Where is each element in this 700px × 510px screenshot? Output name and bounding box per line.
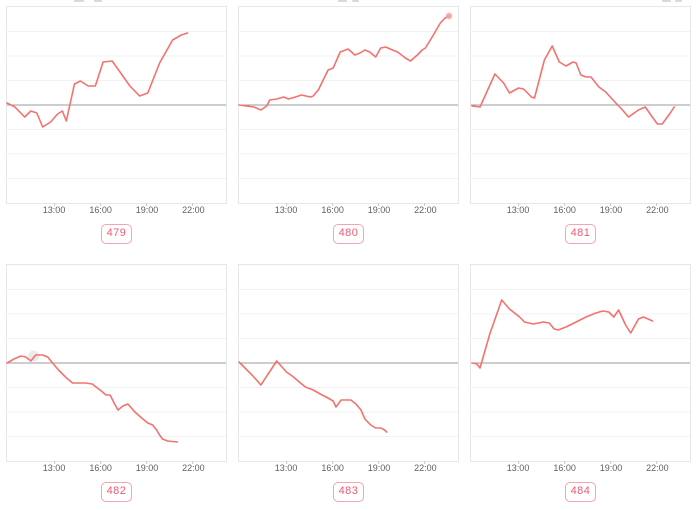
line-chart-svg xyxy=(238,289,458,464)
x-tick-label: 16:00 xyxy=(89,205,112,215)
chart-plot-area-481[interactable] xyxy=(470,6,691,206)
line-chart-svg xyxy=(471,31,690,206)
chart-badge-484[interactable]: 484 xyxy=(564,482,597,502)
sparkline-grid: 13:00 16:00 19:00 22:00 479 13:00 16:00 … xyxy=(6,6,697,510)
x-tick-label: 16:00 xyxy=(321,205,344,215)
x-tick-label: 19:00 xyxy=(599,205,623,215)
chart-plot-area-479[interactable] xyxy=(6,6,227,206)
chart-badge-481[interactable]: 481 xyxy=(564,224,597,244)
chart-card-481: 13:00 16:00 19:00 22:00 481 xyxy=(470,6,691,252)
chart-badge-483[interactable]: 483 xyxy=(332,482,365,502)
x-tick-label: 19:00 xyxy=(135,463,159,473)
x-tick-label: 19:00 xyxy=(367,463,391,473)
x-tick-label: 22:00 xyxy=(646,205,669,215)
x-tick-label: 22:00 xyxy=(646,463,669,473)
chart-badge-479[interactable]: 479 xyxy=(100,224,133,244)
x-tick-label: 16:00 xyxy=(321,463,344,473)
badge-row: 479 xyxy=(6,217,227,252)
chart-badge-480[interactable]: 480 xyxy=(332,224,365,244)
x-axis-labels: 13:00 16:00 19:00 22:00 xyxy=(238,463,459,475)
badge-row: 482 xyxy=(6,475,227,510)
line-chart-svg xyxy=(471,289,690,464)
x-tick-label: 13:00 xyxy=(274,205,298,215)
x-axis-labels: 13:00 16:00 19:00 22:00 xyxy=(238,205,459,217)
x-tick-label: 19:00 xyxy=(599,463,623,473)
cropped-title-artifact xyxy=(352,0,359,2)
chart-plot-area-483[interactable] xyxy=(238,264,459,464)
x-tick-label: 22:00 xyxy=(182,205,205,215)
line-chart-svg xyxy=(238,12,458,206)
x-tick-label: 19:00 xyxy=(367,205,391,215)
badge-row: 484 xyxy=(470,475,691,510)
x-tick-label: 22:00 xyxy=(414,463,437,473)
chart-plot-area-482[interactable] xyxy=(6,264,227,464)
chart-card-480: 13:00 16:00 19:00 22:00 480 xyxy=(238,6,459,252)
x-tick-label: 13:00 xyxy=(274,463,298,473)
x-tick-label: 22:00 xyxy=(182,463,205,473)
cropped-title-artifact xyxy=(662,0,671,2)
x-tick-label: 16:00 xyxy=(553,205,576,215)
chart-plot-area-484[interactable] xyxy=(470,264,691,464)
cropped-title-artifact xyxy=(338,0,347,2)
chart-badge-482[interactable]: 482 xyxy=(100,482,133,502)
badge-row: 481 xyxy=(470,217,691,252)
x-tick-label: 13:00 xyxy=(42,463,66,473)
line-chart-svg xyxy=(6,289,226,464)
chart-card-483: 13:00 16:00 19:00 22:00 483 xyxy=(238,264,459,510)
x-axis-labels: 13:00 16:00 19:00 22:00 xyxy=(6,205,227,217)
x-tick-label: 22:00 xyxy=(414,205,437,215)
x-tick-label: 19:00 xyxy=(135,205,159,215)
x-tick-label: 13:00 xyxy=(506,205,530,215)
badge-row: 480 xyxy=(238,217,459,252)
chart-plot-area-480[interactable] xyxy=(238,6,459,206)
cropped-title-artifact xyxy=(675,0,682,2)
x-axis-labels: 13:00 16:00 19:00 22:00 xyxy=(6,463,227,475)
x-tick-label: 13:00 xyxy=(506,463,530,473)
badge-row: 483 xyxy=(238,475,459,510)
chart-card-479: 13:00 16:00 19:00 22:00 479 xyxy=(6,6,227,252)
line-chart-svg xyxy=(6,31,226,206)
x-axis-labels: 13:00 16:00 19:00 22:00 xyxy=(470,205,691,217)
chart-card-482: 13:00 16:00 19:00 22:00 482 xyxy=(6,264,227,510)
x-axis-labels: 13:00 16:00 19:00 22:00 xyxy=(470,463,691,475)
x-tick-label: 16:00 xyxy=(89,463,112,473)
x-tick-label: 16:00 xyxy=(553,463,576,473)
cropped-title-artifact xyxy=(94,0,102,2)
cropped-title-artifact xyxy=(74,0,84,2)
chart-card-484: 13:00 16:00 19:00 22:00 484 xyxy=(470,264,691,510)
x-tick-label: 13:00 xyxy=(42,205,66,215)
